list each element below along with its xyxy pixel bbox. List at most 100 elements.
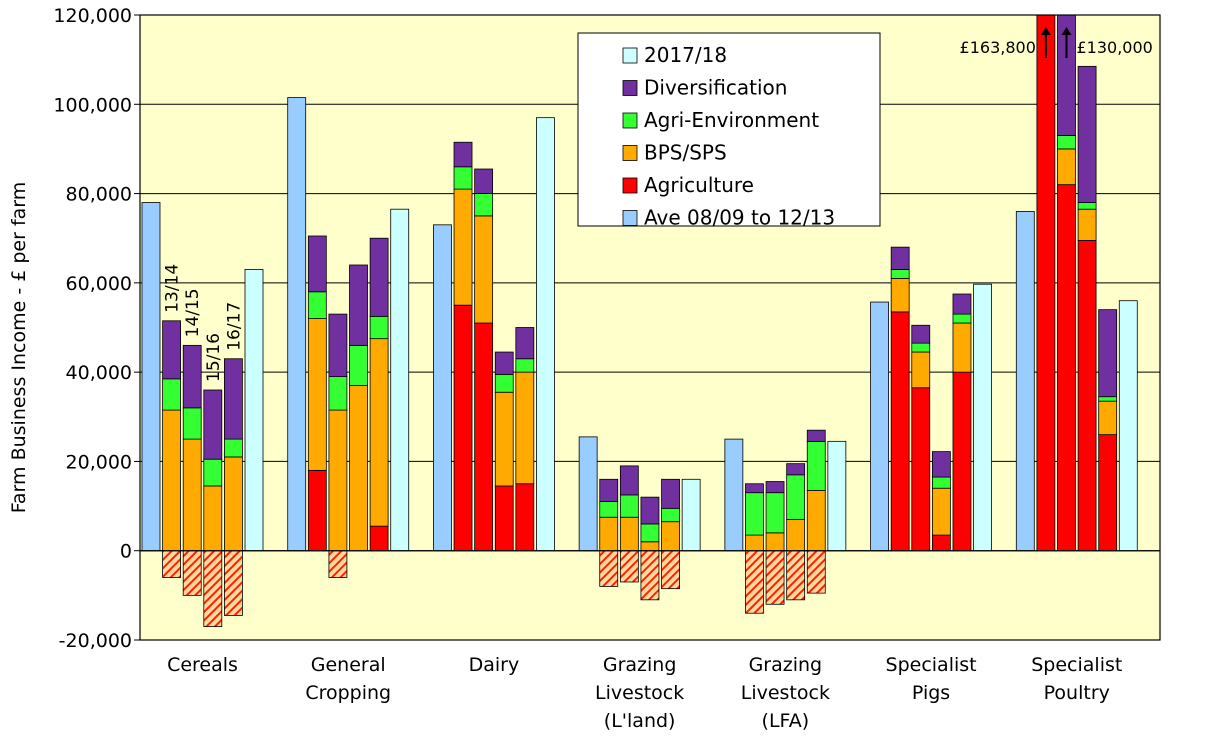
bar-agri_env-5-2 [931, 476, 951, 489]
bar-agriculture-6-0 [1036, 14, 1056, 552]
bar-agriculture-1-3 [369, 525, 389, 552]
bar-ave-4 [724, 438, 744, 552]
bar-agriculture-2-3 [515, 483, 535, 552]
bar-agriculture-negative-3-3 [661, 550, 680, 590]
bar-2017-4 [827, 440, 847, 552]
bar-agri_env-6-2 [1077, 202, 1097, 210]
bar-agri_env-0-3 [223, 438, 243, 458]
bar-agriculture-negative-0-2 [203, 550, 223, 628]
bar-ave-1 [287, 97, 307, 552]
overflow-annotation: £163,800 [960, 38, 1036, 57]
legend-label: BPS/SPS [644, 141, 727, 165]
bar-agri_env-0-0 [162, 378, 182, 411]
bar-agri_env-5-1 [911, 342, 931, 353]
bar-diversification-5-3 [952, 293, 972, 315]
legend-label: Diversification [644, 76, 787, 100]
bar-bps-4-3 [806, 490, 826, 552]
legend-label: 2017/18 [644, 43, 727, 67]
legend-swatch [622, 145, 638, 161]
bar-agriculture-negative-0-0 [162, 550, 182, 578]
y-tick-label: 100,000 [53, 94, 132, 116]
bar-agri_env-2-3 [515, 358, 535, 373]
bar-agri_env-2-0 [453, 166, 473, 190]
bar-agri_env-3-0 [599, 501, 619, 518]
bar-agriculture-2-0 [453, 304, 473, 552]
bar-2017-0 [244, 269, 264, 552]
bar-agri_env-1-2 [349, 344, 368, 386]
bar-agriculture-negative-0-3 [223, 550, 243, 616]
bar-agri_env-6-3 [1098, 396, 1118, 402]
bar-bps-1-0 [307, 318, 327, 471]
y-tick-label: 60,000 [66, 273, 132, 295]
y-tick-label: 0 [120, 541, 132, 563]
bar-agri_env-1-0 [307, 291, 327, 319]
bar-2017-6 [1118, 300, 1138, 552]
bar-bps-6-2 [1077, 208, 1097, 241]
bar-agriculture-1-0 [307, 469, 327, 552]
category-label: Specialist [1031, 654, 1122, 676]
category-label: Dairy [469, 654, 520, 676]
plot-frame [139, 14, 1161, 641]
category-label: Pigs [912, 682, 950, 704]
overflow-arrowhead [1061, 27, 1072, 35]
bar-bps-4-1 [765, 532, 785, 552]
bar-agri_env-1-1 [328, 376, 348, 411]
bar-bps-5-0 [890, 277, 910, 313]
y-tick-label: 40,000 [66, 362, 132, 384]
bar-diversification-2-0 [453, 141, 473, 168]
y-tick-label: 120,000 [53, 5, 132, 27]
y-axis-title: Farm Business Income - £ per farm [8, 182, 30, 514]
category-label: Cropping [305, 682, 391, 704]
bar-agri_env-3-1 [619, 494, 639, 518]
bar-bps-4-2 [786, 519, 806, 552]
bar-agriculture-negative-3-0 [599, 550, 619, 587]
bar-agri_env-2-1 [474, 193, 494, 217]
bar-agri_env-4-3 [806, 440, 826, 491]
bar-agriculture-negative-4-1 [765, 550, 785, 605]
bar-bps-0-2 [203, 485, 223, 552]
bar-agriculture-2-1 [474, 322, 494, 552]
bar-diversification-5-2 [931, 451, 951, 478]
bar-ave-2 [433, 224, 452, 552]
bar-agri_env-4-0 [745, 492, 764, 536]
bar-diversification-2-2 [494, 351, 514, 375]
bar-bps-1-1 [328, 409, 348, 552]
bar-bps-0-3 [223, 456, 243, 552]
bar-diversification-4-3 [806, 429, 826, 442]
year-label: 16/17 [224, 302, 244, 351]
bar-bps-1-3 [369, 338, 389, 527]
legend-swatch [622, 80, 638, 96]
category-label: (L'land) [604, 710, 676, 732]
category-label: (LFA) [762, 710, 810, 732]
y-tick-label: 20,000 [66, 451, 132, 473]
bar-diversification-3-0 [599, 478, 619, 503]
bar-bps-3-2 [640, 541, 660, 552]
bar-agri_env-6-1 [1057, 135, 1076, 150]
bar-bps-0-0 [162, 409, 182, 552]
bar-agriculture-5-3 [952, 371, 972, 552]
bar-bps-3-1 [619, 516, 639, 552]
bar-agri_env-0-2 [203, 458, 223, 487]
category-label: Grazing [749, 654, 823, 676]
bar-diversification-3-1 [619, 465, 639, 496]
bar-agri_env-0-1 [182, 407, 202, 440]
bar-2017-2 [536, 117, 555, 552]
category-label: Grazing [603, 654, 677, 676]
bar-agriculture-negative-3-1 [619, 550, 639, 583]
bar-diversification-2-3 [515, 327, 535, 360]
bar-agriculture-6-2 [1077, 240, 1097, 552]
bar-agri_env-3-2 [640, 523, 660, 543]
category-label: Specialist [886, 654, 977, 676]
legend-label: Agri-Environment [644, 108, 819, 132]
overflow-annotation: £130,000 [1076, 38, 1152, 57]
bar-bps-1-2 [349, 385, 368, 552]
bar-agriculture-5-0 [890, 311, 910, 552]
bar-agri_env-2-2 [494, 373, 514, 393]
legend-label: Agriculture [644, 173, 754, 197]
bar-agri_env-4-2 [786, 474, 806, 520]
bar-bps-4-0 [745, 534, 764, 552]
bar-diversification-6-3 [1098, 309, 1118, 398]
bar-agri_env-5-0 [890, 269, 910, 279]
bar-diversification-1-1 [328, 313, 348, 378]
